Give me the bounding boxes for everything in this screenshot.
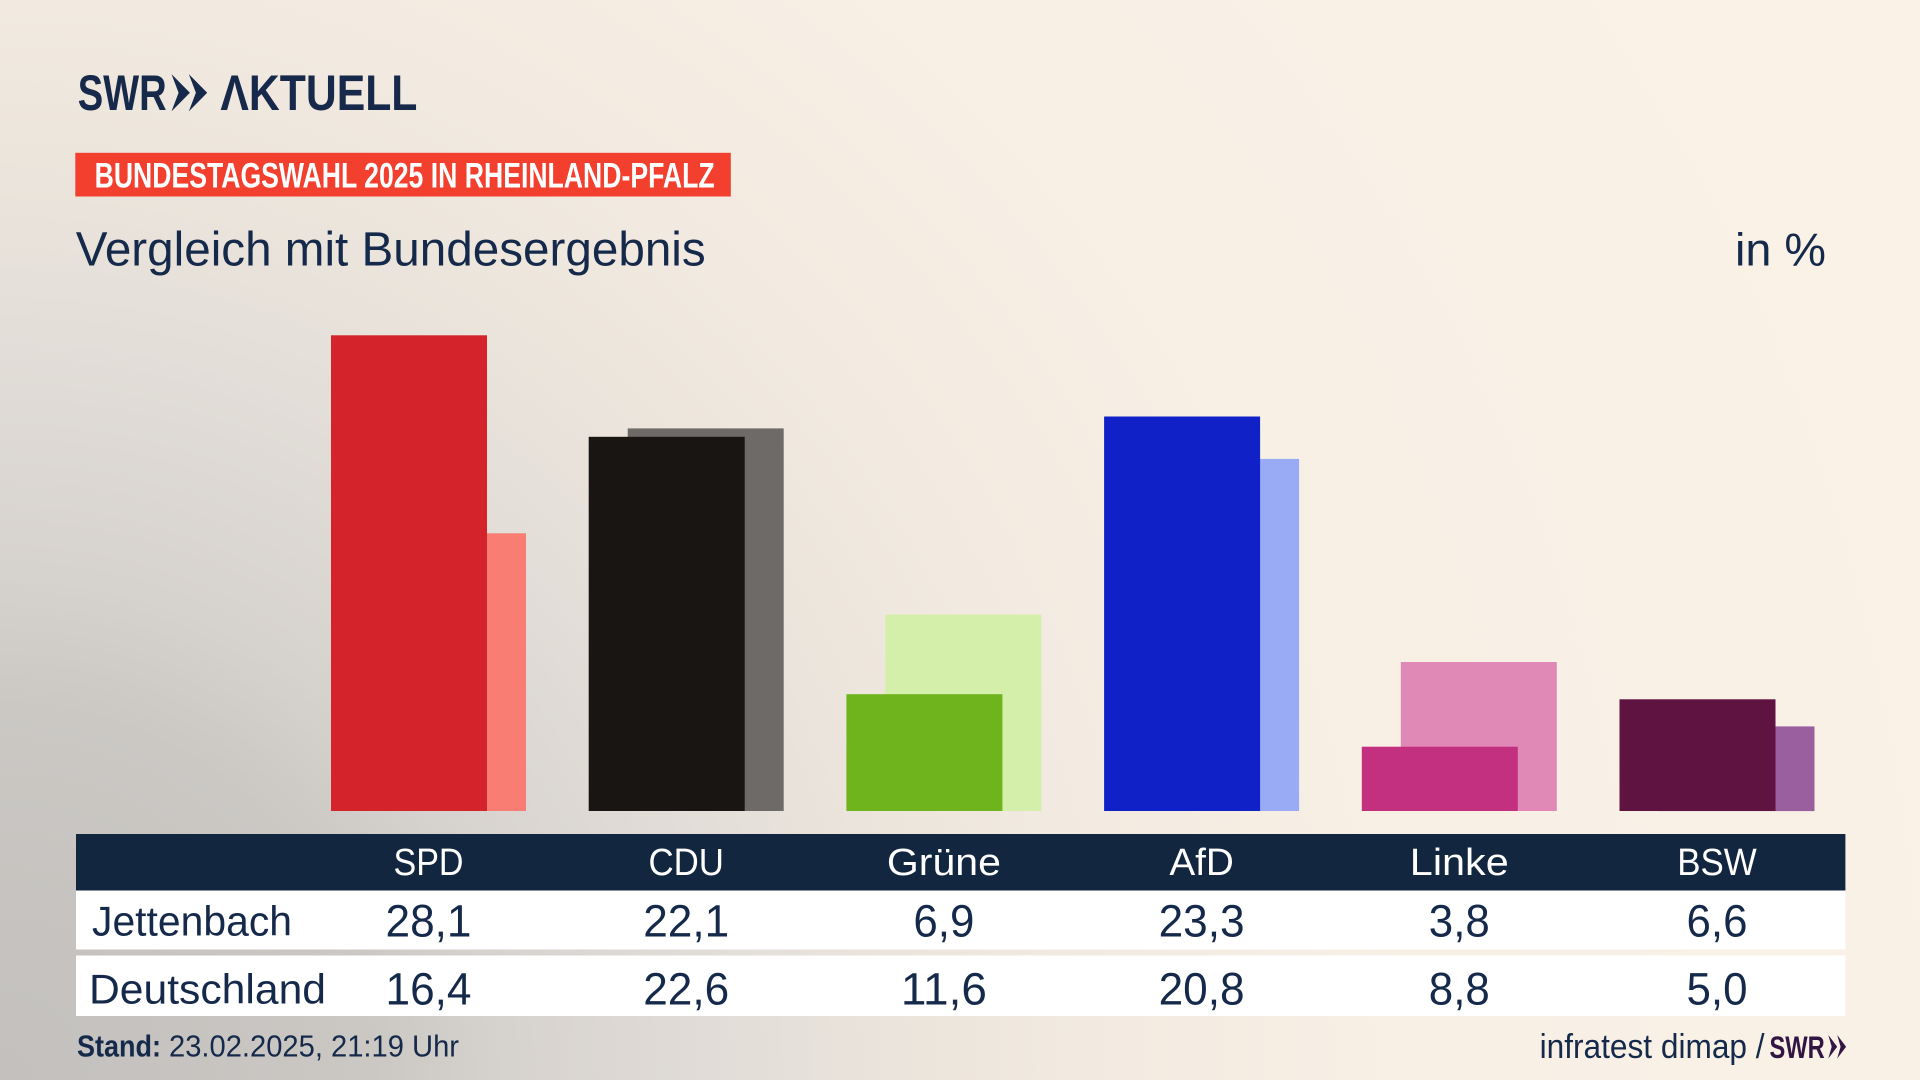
svg-text:23,3: 23,3 (1159, 896, 1245, 947)
svg-text:8,8: 8,8 (1429, 963, 1490, 1014)
svg-text:5,0: 5,0 (1687, 963, 1748, 1014)
svg-text:Deutschland: Deutschland (89, 966, 326, 1013)
svg-text:11,6: 11,6 (901, 963, 987, 1014)
svg-text:28,1: 28,1 (386, 896, 472, 947)
svg-text:16,4: 16,4 (386, 963, 472, 1014)
svg-text:6,6: 6,6 (1687, 896, 1748, 947)
svg-text:Vergleich mit Bundesergebnis: Vergleich mit Bundesergebnis (76, 223, 706, 277)
svg-text:Stand:: Stand: (77, 1029, 161, 1064)
svg-text:SWR: SWR (78, 65, 167, 121)
svg-text:22,1: 22,1 (643, 896, 729, 947)
svg-text:in %: in % (1735, 224, 1826, 276)
svg-text:22,6: 22,6 (643, 963, 729, 1014)
svg-text:AfD: AfD (1169, 842, 1234, 884)
svg-text:Linke: Linke (1410, 842, 1509, 884)
svg-text:CDU: CDU (648, 842, 724, 884)
svg-text:Jettenbach: Jettenbach (92, 898, 292, 945)
svg-text:20,8: 20,8 (1159, 963, 1245, 1014)
svg-text:6,9: 6,9 (913, 896, 974, 947)
svg-text:ΛKTUELL: ΛKTUELL (220, 65, 417, 121)
svg-text:SPD: SPD (394, 842, 464, 884)
svg-text:SWR: SWR (1770, 1029, 1825, 1065)
svg-text:infratest dimap /: infratest dimap / (1540, 1028, 1766, 1066)
svg-text:BSW: BSW (1677, 842, 1757, 884)
svg-text:23.02.2025, 21:19 Uhr: 23.02.2025, 21:19 Uhr (169, 1029, 459, 1064)
svg-text:3,8: 3,8 (1429, 896, 1490, 947)
svg-text:BUNDESTAGSWAHL 2025 IN RHEINLA: BUNDESTAGSWAHL 2025 IN RHEINLAND-PFALZ (95, 156, 715, 195)
svg-text:Grüne: Grüne (887, 842, 1001, 884)
